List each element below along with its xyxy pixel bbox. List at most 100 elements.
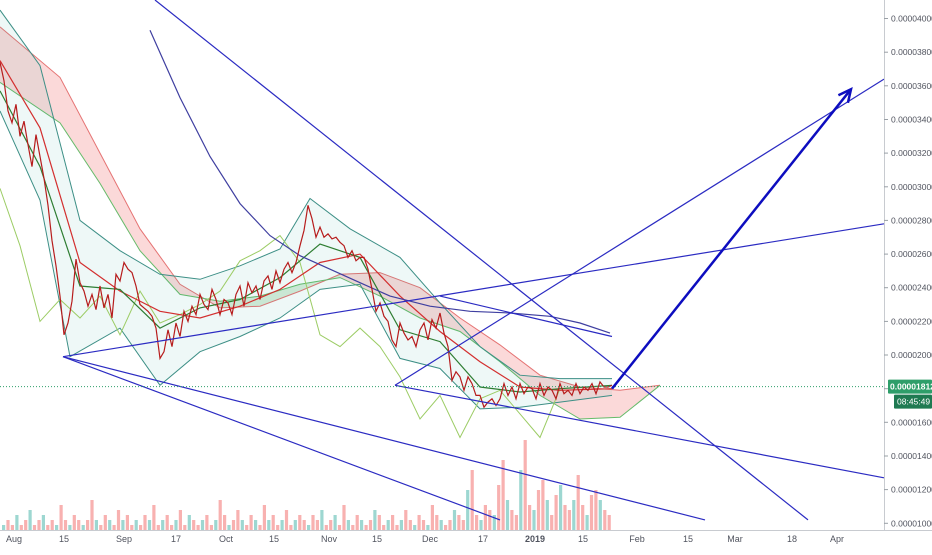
y-tick-label: 0.00003600 — [891, 81, 932, 91]
volume-bar — [532, 510, 536, 530]
volume-bar — [130, 525, 134, 530]
x-tick-label: Nov — [321, 534, 338, 544]
y-tick-label: 0.00001400 — [891, 451, 932, 461]
countdown-label: 08:45:49 — [897, 397, 930, 407]
x-tick-label: Sep — [116, 534, 132, 544]
x-tick-label: Mar — [727, 534, 743, 544]
volume-bar — [364, 525, 368, 530]
volume-bar — [572, 500, 576, 530]
trendlines — [62, 0, 885, 521]
volume-bar — [501, 460, 505, 530]
volume-bar — [382, 525, 386, 530]
volume-bar — [280, 520, 284, 530]
volume-bar — [293, 520, 297, 530]
volume-bar — [492, 515, 496, 530]
volume-bar — [452, 510, 457, 530]
volume-bar — [430, 505, 434, 530]
countdown-badge — [894, 394, 932, 409]
volume-bar — [262, 505, 266, 530]
volume-bars — [2, 440, 611, 530]
time-axis[interactable]: Aug 15 Sep 17 Oct 15 Nov 15 Dec 17 2019 15 Feb 15 Mar 1… — [6, 534, 844, 544]
volume-bar — [112, 525, 116, 530]
volume-bar — [510, 510, 514, 530]
cloud-segment — [460, 318, 500, 362]
x-tick-label: Oct — [219, 534, 234, 544]
volume-bar — [37, 520, 41, 530]
x-tick-label: 17 — [478, 534, 488, 544]
current-price-badge — [888, 379, 932, 394]
volume-bar — [368, 520, 373, 530]
volume-bar — [581, 505, 585, 530]
volume-bar — [399, 520, 403, 530]
volume-bar — [514, 515, 518, 530]
volume-bar — [178, 510, 182, 530]
volume-bar — [156, 525, 160, 530]
volume-bar — [28, 510, 32, 530]
volume-bar — [200, 520, 205, 530]
volume-bar — [254, 520, 258, 530]
y-tick-label: 0.00002400 — [891, 283, 932, 293]
volume-bar — [231, 520, 236, 530]
y-tick-label: 0.00004000 — [891, 14, 932, 24]
volume-bar — [187, 515, 191, 530]
volume-bar — [355, 515, 359, 530]
x-tick-label: 15 — [683, 534, 693, 544]
trendline — [439, 295, 613, 338]
volume-bar — [77, 520, 81, 530]
volume-bar — [559, 485, 563, 530]
trendline — [394, 78, 885, 386]
volume-bar — [258, 525, 262, 530]
volume-bar — [528, 505, 532, 530]
cloud-segment — [500, 344, 540, 396]
volume-bar — [63, 520, 68, 530]
volume-bar — [24, 520, 28, 530]
volume-bar — [488, 510, 492, 530]
volume-bar — [567, 510, 571, 530]
volume-bar — [413, 525, 417, 530]
cloud-segment — [580, 387, 620, 419]
volume-bar — [68, 525, 72, 530]
volume-bar — [541, 480, 545, 530]
volume-bar — [103, 515, 107, 530]
y-tick-label: 0.00001600 — [891, 417, 932, 427]
volume-bar — [408, 520, 412, 530]
volume-bar — [386, 520, 390, 530]
indicator-lines — [0, 30, 613, 439]
volume-bar — [134, 520, 138, 530]
volume-bar — [59, 505, 63, 530]
volume-bar — [563, 505, 567, 530]
volume-bar — [19, 525, 23, 530]
volume-bar — [174, 520, 178, 530]
volume-bar — [240, 520, 244, 530]
lagging-span — [0, 188, 561, 439]
cloud-segment — [220, 296, 260, 308]
volume-bar — [439, 520, 443, 530]
volume-bar — [223, 515, 227, 530]
volume-bar — [435, 515, 439, 530]
y-tick-label: 0.00003400 — [891, 115, 932, 125]
y-tick-label: 0.00001200 — [891, 485, 932, 495]
volume-bar — [249, 515, 253, 530]
volume-bar — [351, 525, 355, 530]
volume-bar — [205, 515, 209, 530]
volume-bar — [417, 515, 421, 530]
price-line — [0, 62, 613, 409]
price-axis[interactable]: 0.00004000 0.00003800 0.00003600 0.00003400… — [884, 14, 932, 529]
volume-bar — [214, 520, 218, 530]
plot-background — [0, 0, 884, 530]
x-tick-label: 15 — [269, 534, 279, 544]
volume-bar — [461, 520, 465, 530]
bollinger-bands — [0, 9, 613, 410]
volume-bar — [536, 490, 541, 530]
volume-bar — [342, 505, 346, 530]
volume-bar — [360, 520, 364, 530]
volume-bar — [192, 520, 196, 530]
volume-bar — [86, 520, 90, 530]
volume-bar — [444, 525, 448, 530]
y-tick-label: 0.00003000 — [891, 182, 932, 192]
volume-bar — [457, 515, 461, 530]
volume-bar — [594, 490, 598, 530]
volume-bar — [554, 495, 558, 530]
